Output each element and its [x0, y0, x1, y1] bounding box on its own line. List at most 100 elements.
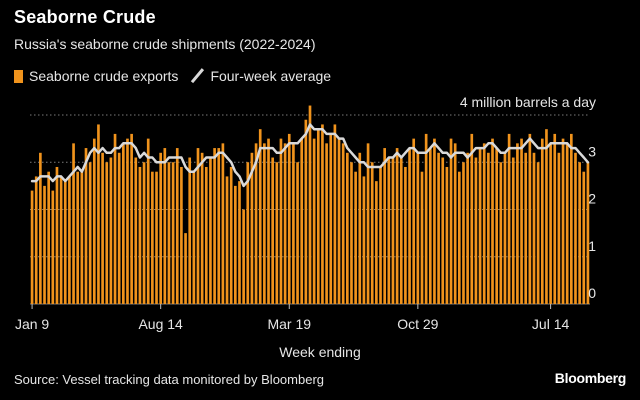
x-tick-label: Jan 9 — [15, 316, 49, 332]
bar — [159, 152, 162, 304]
bar — [379, 166, 382, 304]
bar — [30, 190, 34, 304]
bar — [146, 138, 150, 304]
bar — [565, 143, 569, 304]
bar — [333, 124, 337, 304]
bar — [329, 133, 333, 304]
bar — [51, 190, 55, 304]
bar — [88, 162, 92, 304]
bar — [217, 148, 221, 304]
y-tick-label: 1 — [588, 238, 596, 254]
bar — [511, 157, 515, 304]
bar — [304, 119, 308, 304]
bar — [47, 171, 50, 304]
bar — [250, 152, 254, 304]
bar — [458, 171, 461, 304]
bar — [507, 133, 511, 304]
bar — [350, 162, 353, 304]
bar — [271, 157, 274, 304]
bar — [105, 162, 109, 304]
bar — [416, 152, 420, 304]
bar — [308, 105, 312, 304]
bar — [163, 148, 167, 304]
bar — [346, 152, 349, 304]
bar — [283, 143, 287, 304]
chart-subtitle: Russia's seaborne crude shipments (2022-… — [14, 36, 316, 52]
bar — [561, 138, 565, 304]
bar — [167, 162, 171, 304]
bar — [354, 171, 357, 304]
bar — [540, 138, 544, 304]
bar — [92, 138, 96, 304]
bar — [101, 152, 104, 304]
bar — [337, 138, 341, 304]
bar — [487, 152, 490, 304]
bar — [462, 162, 465, 304]
bar — [184, 233, 187, 304]
bar — [466, 152, 469, 304]
bar — [59, 176, 63, 304]
bar — [453, 143, 457, 304]
bar — [97, 124, 100, 304]
y-tick-label: 3 — [588, 143, 596, 159]
bar — [138, 166, 142, 304]
bar — [404, 166, 407, 304]
source-note: Source: Vessel tracking data monitored b… — [14, 372, 325, 387]
bar — [122, 143, 125, 304]
bar — [412, 138, 416, 304]
bar — [275, 162, 279, 304]
x-axis-title: Week ending — [279, 344, 361, 360]
bar — [495, 148, 498, 304]
bar — [300, 138, 304, 304]
bar — [428, 148, 432, 304]
bar — [229, 166, 233, 304]
bar — [267, 138, 270, 304]
bar — [263, 143, 266, 304]
bar — [524, 152, 528, 304]
bar — [134, 157, 138, 304]
bar — [358, 152, 362, 304]
bar — [109, 157, 113, 304]
bar — [545, 129, 548, 304]
bar — [474, 157, 478, 304]
bar — [578, 162, 581, 304]
bar — [408, 148, 411, 304]
bar — [151, 171, 154, 304]
bar — [238, 181, 241, 304]
bar — [316, 129, 320, 304]
x-tick-label: Aug 14 — [138, 316, 183, 332]
bar — [325, 143, 328, 304]
bar — [80, 171, 84, 304]
bar — [196, 148, 200, 304]
bar — [221, 143, 225, 304]
bar-legend-swatch — [14, 69, 23, 83]
bar — [84, 148, 88, 304]
bar — [420, 171, 424, 304]
bar — [441, 157, 445, 304]
bar — [370, 162, 374, 304]
bar — [445, 166, 449, 304]
bar — [499, 162, 503, 304]
bar — [55, 166, 59, 304]
bar — [34, 176, 38, 304]
bloomberg-logo: Bloomberg — [554, 370, 627, 386]
chart-title: Seaborne Crude — [14, 7, 156, 27]
bar — [574, 152, 577, 304]
bar — [362, 176, 366, 304]
bar — [200, 152, 204, 304]
bar — [63, 181, 67, 304]
four-week-average-line — [30, 123, 590, 188]
bar — [516, 143, 519, 304]
bar — [536, 162, 540, 304]
bar — [130, 133, 133, 304]
bar — [258, 129, 262, 304]
bar — [470, 133, 474, 304]
bar — [375, 181, 378, 304]
bar — [582, 171, 586, 304]
bar — [478, 148, 482, 304]
bar — [68, 176, 71, 304]
bar — [341, 143, 345, 304]
bar — [188, 157, 192, 304]
bar — [437, 152, 440, 304]
x-tick-label: Jul 14 — [532, 316, 570, 332]
